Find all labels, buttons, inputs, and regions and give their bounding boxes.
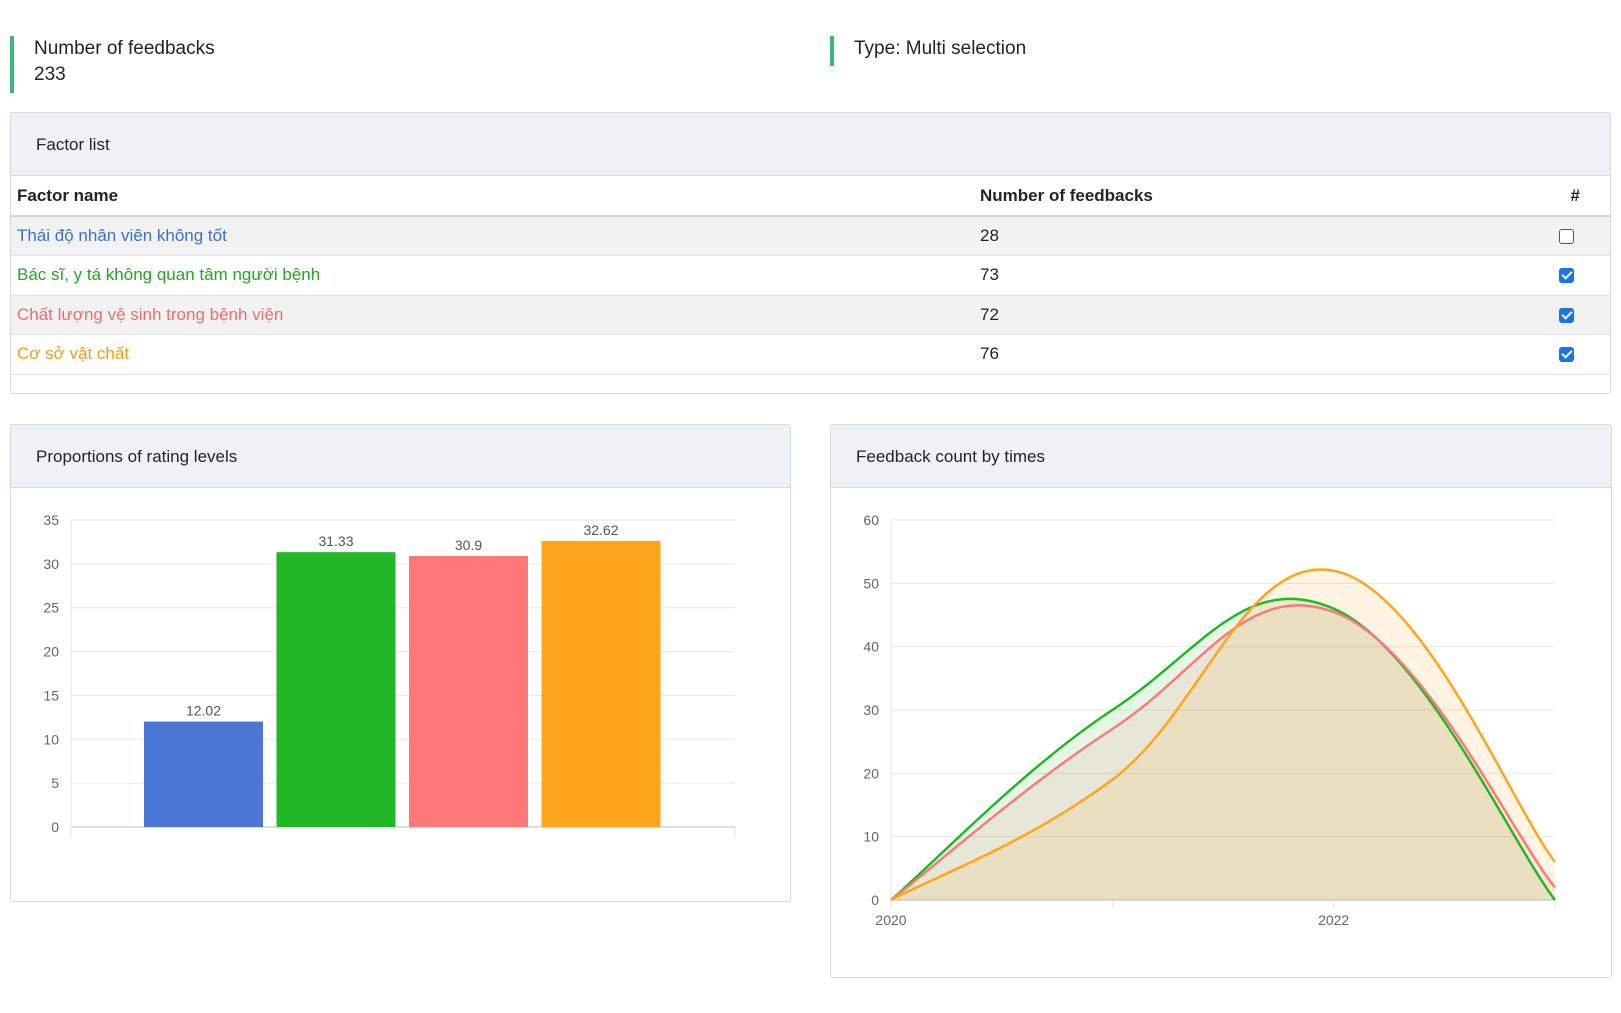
bar-value-label: 12.02 bbox=[186, 703, 221, 719]
factor-name-link[interactable]: Bác sĩ, y tá không quan tâm người bệnh bbox=[11, 255, 974, 296]
factor-table-header: Factor name Number of feedbacks # bbox=[11, 176, 1610, 217]
column-header-select: # bbox=[1549, 176, 1610, 217]
bar[interactable] bbox=[276, 552, 396, 827]
feedback-time-chart: 0 10 20 30 40 50 60 2020 2022 bbox=[863, 512, 1556, 928]
factor-select-cell bbox=[1549, 255, 1610, 296]
y-tick-label: 30 bbox=[863, 702, 879, 718]
table-row: Chất lượng vệ sinh trong bệnh viện 72 bbox=[11, 295, 1610, 335]
y-tick-label: 15 bbox=[43, 687, 59, 703]
bar-value-label: 30.9 bbox=[455, 537, 482, 553]
factor-select-cell bbox=[1549, 216, 1610, 256]
y-tick-label: 5 bbox=[51, 775, 59, 791]
series-line[interactable] bbox=[890, 604, 1556, 901]
table-row: Thái độ nhân viên không tốt 28 bbox=[11, 216, 1610, 256]
factor-select-checkbox[interactable] bbox=[1559, 268, 1574, 284]
factor-feedback-count: 28 bbox=[974, 216, 1549, 256]
bar[interactable] bbox=[144, 721, 263, 827]
factor-select-cell bbox=[1549, 295, 1610, 335]
y-tick-label: 30 bbox=[43, 556, 59, 572]
factor-name-link[interactable]: Thái độ nhân viên không tốt bbox=[11, 216, 974, 256]
bar-value-label: 32.62 bbox=[583, 522, 618, 538]
series-area bbox=[891, 605, 1555, 900]
column-header-factor-name: Factor name bbox=[11, 176, 974, 217]
y-tick-label: 25 bbox=[43, 600, 59, 616]
table-row: Bác sĩ, y tá không quan tâm người bệnh 73 bbox=[11, 255, 1610, 296]
series-line[interactable] bbox=[890, 568, 1556, 902]
type-stat: Type: Multi selection bbox=[830, 36, 1026, 66]
feedback-count-value: 233 bbox=[34, 64, 66, 85]
y-tick-label: 35 bbox=[43, 512, 59, 528]
rating-levels-chart: 0 5 10 15 20 25 30 35 12.02 31.33 30.9 32.62 bbox=[43, 512, 736, 837]
y-tick-label: 10 bbox=[43, 731, 59, 747]
factor-list-title: Factor list bbox=[11, 113, 1610, 176]
x-tick-label: 2020 bbox=[875, 912, 906, 928]
y-tick-label: 10 bbox=[863, 829, 879, 845]
series-line[interactable] bbox=[890, 597, 1556, 901]
feedback-time-title: Feedback count by times bbox=[831, 425, 1611, 488]
y-tick-label: 0 bbox=[51, 819, 59, 835]
factor-select-checkbox[interactable] bbox=[1559, 347, 1574, 363]
factor-feedback-count: 72 bbox=[974, 295, 1549, 335]
y-tick-label: 20 bbox=[863, 765, 879, 781]
bar[interactable] bbox=[409, 555, 528, 827]
rating-levels-title: Proportions of rating levels bbox=[11, 425, 790, 488]
factor-select-checkbox[interactable] bbox=[1559, 229, 1574, 245]
factor-feedback-count: 73 bbox=[974, 255, 1549, 296]
rating-levels-card: Proportions of rating levels 0 5 10 15 20 25 3… bbox=[10, 424, 791, 902]
y-tick-label: 20 bbox=[43, 644, 59, 660]
factor-feedback-count: 76 bbox=[974, 334, 1549, 375]
factor-table: Factor name Number of feedbacks # Thái đ… bbox=[11, 176, 1610, 375]
feedback-count-label: Number of feedbacks bbox=[34, 38, 215, 59]
factor-name-link[interactable]: Chất lượng vệ sinh trong bệnh viện bbox=[11, 295, 974, 335]
feedback-time-card: Feedback count by times 0 10 20 30 40 50 60 202… bbox=[830, 424, 1612, 978]
table-row: Cơ sở vật chất 76 bbox=[11, 334, 1610, 375]
y-tick-label: 50 bbox=[863, 575, 879, 591]
factor-list-card: Factor list Factor name Number of feedba… bbox=[10, 112, 1611, 394]
y-tick-label: 40 bbox=[863, 639, 879, 655]
bar[interactable] bbox=[541, 540, 661, 827]
bar-value-label: 31.33 bbox=[318, 533, 353, 549]
type-label: Type: Multi selection bbox=[854, 38, 1027, 59]
factor-select-checkbox[interactable] bbox=[1559, 307, 1574, 323]
factor-select-cell bbox=[1549, 334, 1610, 375]
column-header-feedback-count: Number of feedbacks bbox=[974, 176, 1549, 217]
feedback-count-stat: Number of feedbacks 233 bbox=[10, 36, 215, 93]
y-tick-label: 0 bbox=[871, 892, 879, 908]
x-tick-label: 2022 bbox=[1318, 912, 1349, 928]
factor-name-link[interactable]: Cơ sở vật chất bbox=[11, 334, 974, 375]
series-area bbox=[891, 598, 1555, 900]
y-tick-label: 60 bbox=[863, 512, 879, 528]
